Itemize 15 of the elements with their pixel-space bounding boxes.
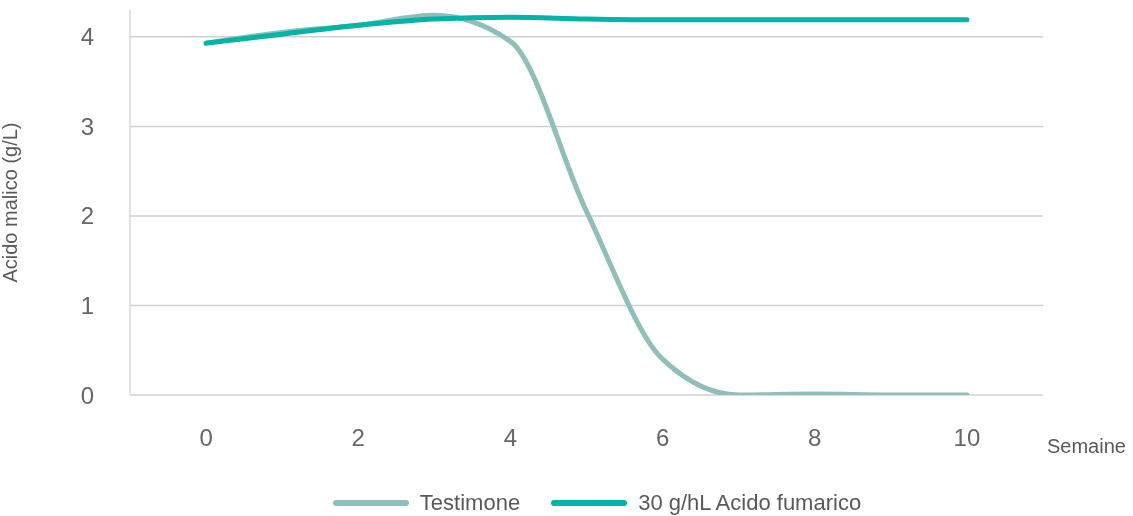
x-axis-title: Semaine	[1047, 435, 1126, 457]
x-tick-label: 2	[351, 424, 365, 452]
y-tick-label: 1	[80, 291, 94, 319]
y-tick-label: 3	[80, 112, 94, 140]
legend-label: Testimone	[419, 490, 521, 516]
x-tick-label: 6	[655, 424, 670, 452]
y-tick-label: 0	[80, 381, 94, 409]
y-tick-label: 4	[80, 23, 94, 51]
x-tick-label: 10	[953, 424, 981, 452]
legend-label: 30 g/hL Acido fumarico	[638, 490, 862, 516]
y-tick-label: 2	[80, 202, 94, 230]
x-tick-label: 4	[503, 424, 518, 452]
x-tick-label: 0	[199, 424, 213, 452]
y-axis-title: Acido malico (g/L)	[0, 122, 22, 283]
x-tick-label: 8	[808, 424, 822, 452]
